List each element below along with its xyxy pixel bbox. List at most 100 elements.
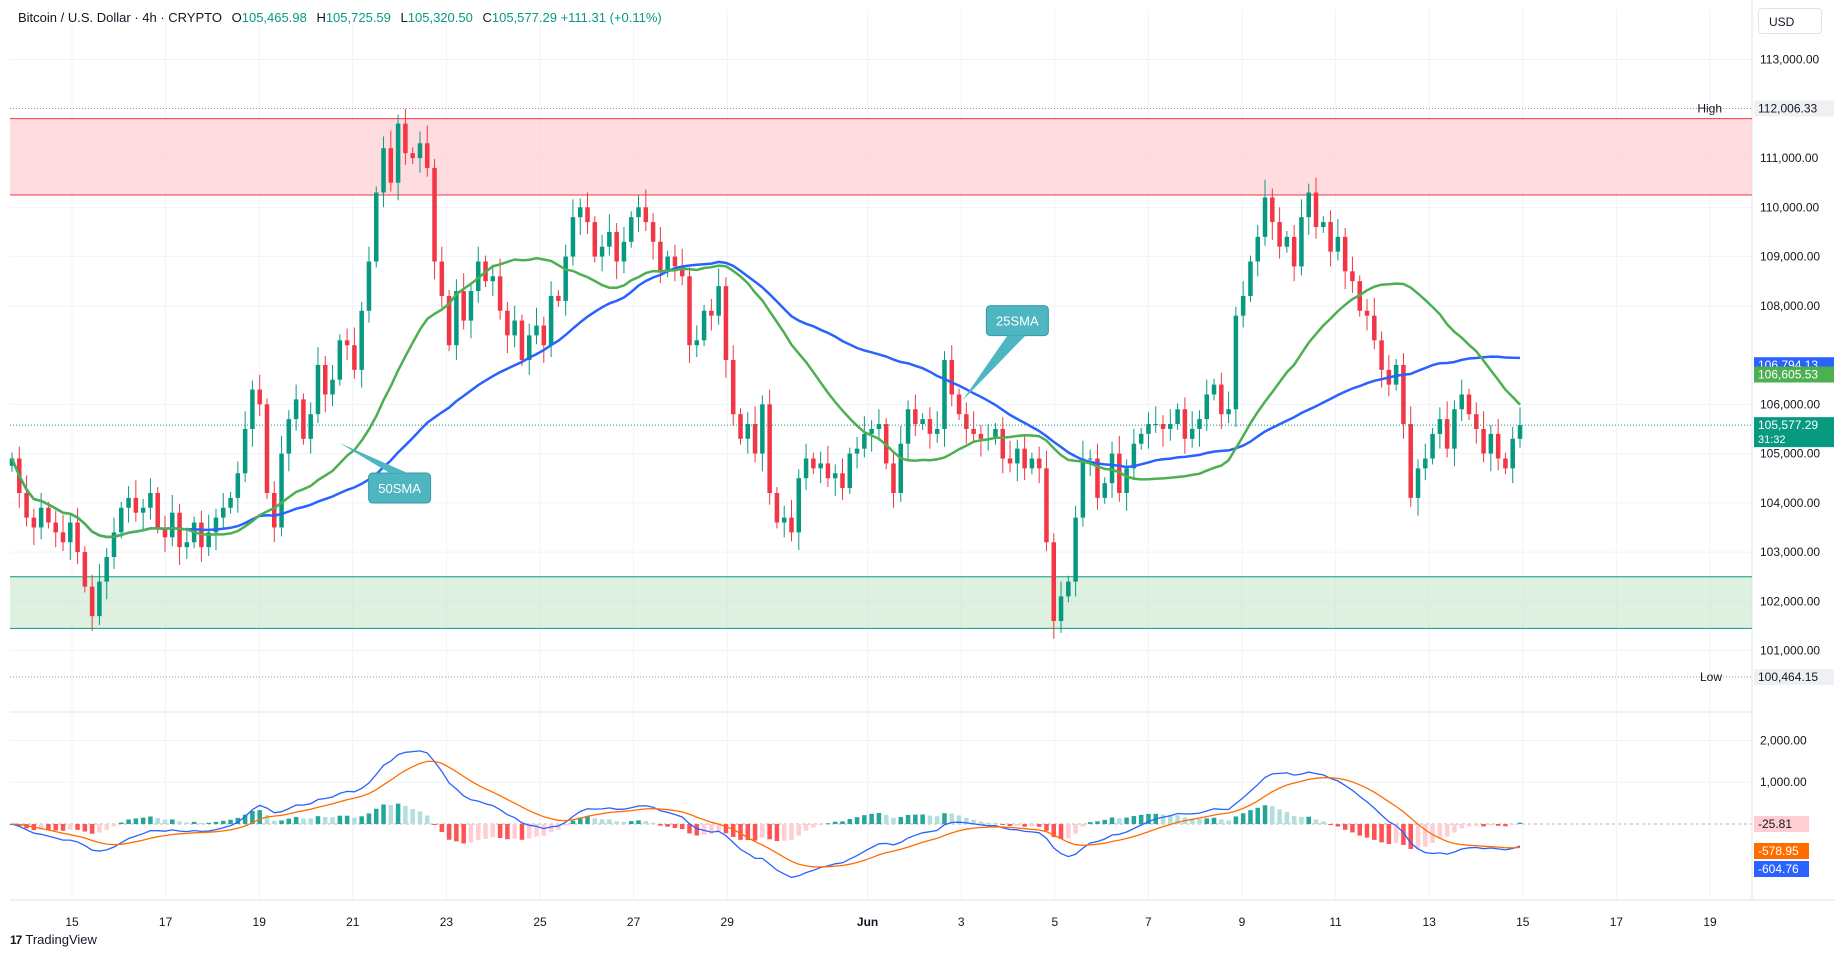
- candle-body: [920, 419, 925, 425]
- candle-body: [840, 473, 845, 489]
- candle-body: [184, 542, 190, 548]
- candle-body: [133, 497, 139, 513]
- macd-bar: [1379, 824, 1384, 843]
- macd-bar: [359, 816, 364, 825]
- resistance-zone: [10, 118, 1752, 195]
- macd-bar: [475, 824, 481, 840]
- candle-body: [956, 394, 962, 415]
- price-tick-label: 108,000.00: [1760, 299, 1820, 313]
- macd-bar: [140, 817, 146, 825]
- candle-body: [1284, 236, 1290, 247]
- macd-bar: [803, 824, 809, 831]
- candle-body: [592, 222, 598, 257]
- candle-body: [468, 291, 474, 321]
- macd-bar: [60, 824, 66, 831]
- macd-bar: [1306, 816, 1311, 825]
- macd-bar: [199, 822, 204, 825]
- candle-body: [1095, 458, 1100, 498]
- time-tick-label: 5: [1051, 915, 1058, 929]
- macd-bar: [781, 824, 787, 841]
- price-tick-label: 104,000.00: [1760, 496, 1820, 510]
- macd-bar: [789, 824, 794, 841]
- macd-bar: [1226, 820, 1231, 825]
- macd-bar: [1335, 824, 1341, 827]
- candle-body: [949, 360, 955, 395]
- macd-bar: [1080, 824, 1086, 827]
- macd-bar: [1044, 824, 1049, 831]
- macd-bar: [1321, 821, 1326, 825]
- macd-bar: [920, 814, 925, 825]
- macd-bar: [1168, 815, 1173, 825]
- candle-body: [1168, 424, 1173, 429]
- macd-tick-label: 1,000.00: [1760, 775, 1807, 789]
- open-label: O: [231, 10, 242, 25]
- time-tick-label: 23: [440, 915, 454, 929]
- candle-body: [942, 360, 947, 429]
- macd-bar: [1313, 819, 1319, 825]
- candle-body: [46, 507, 51, 523]
- candle-body: [614, 231, 619, 262]
- candle-body: [162, 527, 168, 538]
- macd-bar: [898, 817, 904, 825]
- candle-body: [548, 295, 554, 346]
- candle-body: [767, 404, 772, 493]
- symbol-header: Bitcoin / U.S. Dollar · 4h · CRYPTO O105…: [18, 10, 662, 25]
- macd-bar: [410, 808, 415, 825]
- macd-bar: [1357, 824, 1362, 836]
- macd-bar: [1029, 824, 1035, 827]
- currency-button[interactable]: USD: [1758, 8, 1822, 34]
- candle-body: [344, 340, 350, 346]
- candle-body: [1051, 542, 1057, 622]
- macd-bar: [322, 816, 328, 825]
- macd-bar: [1095, 821, 1100, 825]
- candle-body: [352, 345, 357, 370]
- macd-tick-label: 2,000.00: [1760, 733, 1807, 747]
- macd-bar: [1517, 822, 1523, 825]
- histogram-value-bg: [1754, 816, 1809, 833]
- macd-bar: [155, 817, 160, 825]
- candle-body: [716, 286, 721, 316]
- candle-body: [1015, 448, 1020, 464]
- candle-body: [1153, 424, 1159, 426]
- macd-bar: [1051, 824, 1057, 838]
- macd-bar: [956, 815, 962, 825]
- callout-label: 50SMA: [378, 481, 421, 496]
- candle-body: [1036, 458, 1042, 469]
- candle-body: [556, 295, 561, 301]
- macd-bar: [942, 813, 947, 825]
- candle-body: [745, 424, 751, 439]
- macd-bar: [1000, 824, 1006, 826]
- macd-bar: [272, 820, 277, 825]
- macd-bar: [213, 821, 219, 825]
- candle-body: [636, 207, 641, 218]
- macd-bar: [1372, 824, 1377, 840]
- candle-body: [60, 532, 66, 543]
- macd-bar: [1138, 814, 1144, 825]
- macd-bar: [913, 814, 918, 825]
- candle-body: [315, 364, 321, 415]
- macd-bar: [177, 821, 182, 825]
- macd-bar: [840, 821, 845, 825]
- last-price-tag: 105,577.29: [1758, 418, 1818, 432]
- candle-body: [832, 473, 838, 479]
- macd-bar: [432, 824, 437, 826]
- price-tick-label: 111,000.00: [1760, 151, 1819, 165]
- tradingview-brand[interactable]: 17 TradingView: [10, 932, 97, 947]
- macd-bar: [891, 817, 896, 825]
- candle-body: [1459, 394, 1464, 410]
- candle-body: [9, 458, 15, 466]
- candle-body: [607, 231, 612, 247]
- callout-pointer: [962, 335, 1026, 401]
- candle-body: [752, 424, 758, 454]
- macd-bar: [767, 824, 772, 840]
- macd-bar: [388, 805, 394, 825]
- macd-bar: [1488, 824, 1494, 826]
- candle-body: [446, 295, 452, 346]
- candle-body: [148, 492, 153, 508]
- symbol-title[interactable]: Bitcoin / U.S. Dollar · 4h · CRYPTO: [18, 10, 222, 25]
- candle-body: [475, 261, 481, 292]
- macd-bar: [162, 819, 168, 825]
- macd-bar: [104, 824, 109, 830]
- candle-body: [293, 399, 299, 420]
